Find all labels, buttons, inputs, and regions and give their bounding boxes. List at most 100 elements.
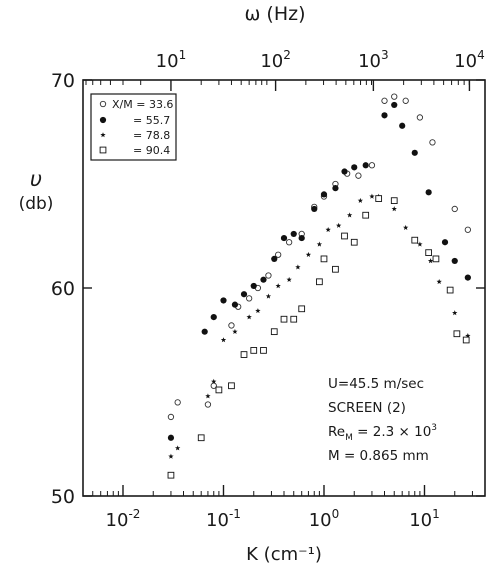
- data-point: [368, 162, 376, 169]
- series-3: [168, 193, 471, 459]
- data-point: [211, 378, 217, 384]
- data-point: [432, 255, 440, 263]
- data-point: [220, 297, 227, 304]
- ticks-layer: 50 60 70 10-2 10-1 100 101 101 102 103 104: [51, 48, 486, 531]
- top-tick-label: 102: [260, 48, 291, 72]
- data-point: [391, 93, 398, 100]
- data-point: [446, 286, 454, 294]
- data-point: [290, 230, 297, 238]
- data-point: [240, 351, 248, 358]
- data-point: [451, 205, 458, 213]
- data-point: [215, 386, 223, 394]
- data-point: [336, 222, 342, 228]
- data-point: [260, 276, 267, 283]
- annotation-mesh: M = 0.865 mm: [328, 448, 429, 464]
- data-point: [381, 112, 388, 119]
- data-point: [403, 224, 409, 230]
- legend-marker-3: [100, 132, 106, 138]
- data-point: [357, 197, 364, 203]
- data-point: [167, 434, 175, 441]
- x-axis-label: K (cm⁻¹): [246, 544, 322, 565]
- x-tick-label: 100: [309, 507, 340, 531]
- data-point: [316, 278, 323, 286]
- legend: X/M = 33.6 = 55.7 = 78.8 = 90.4: [90, 93, 177, 161]
- data-point: [391, 101, 398, 109]
- legend-entry-4: = 90.4: [133, 144, 170, 157]
- data-point: [451, 257, 458, 265]
- data-point: [427, 258, 434, 264]
- data-point: [362, 162, 369, 169]
- data-point: [316, 241, 323, 247]
- annotation-reynolds: ReM = 2.3 × 103: [328, 423, 437, 443]
- data-point: [204, 401, 212, 408]
- data-point: [429, 139, 436, 146]
- data-point: [228, 382, 235, 390]
- data-point: [228, 322, 235, 329]
- series-2: [167, 101, 471, 441]
- data-point: [286, 276, 292, 282]
- data-point: [250, 282, 257, 290]
- y-axis-label-symbol: υ: [30, 167, 42, 191]
- data-point: [265, 272, 272, 279]
- data-point: [271, 255, 278, 262]
- data-point: [346, 212, 353, 218]
- legend-entry-3: = 78.8: [133, 129, 170, 142]
- legend-entry-1: X/M = 33.6: [112, 98, 173, 111]
- data-point: [245, 295, 253, 302]
- data-point: [332, 185, 339, 192]
- data-point: [464, 274, 471, 281]
- series-1: [167, 93, 471, 421]
- data-point: [355, 172, 362, 179]
- data-point: [390, 197, 398, 204]
- data-point: [320, 191, 328, 198]
- legend-markers: [99, 100, 107, 154]
- data-point: [425, 189, 432, 196]
- data-point: [298, 234, 305, 242]
- data-point: [381, 97, 388, 104]
- legend-marker-4: [99, 146, 107, 154]
- data-point: [465, 333, 471, 339]
- data-point: [210, 382, 217, 389]
- data-point: [260, 347, 267, 354]
- data-point: [464, 226, 471, 233]
- data-point: [332, 265, 339, 273]
- data-point: [311, 205, 318, 213]
- data-point: [167, 471, 175, 479]
- data-point: [369, 193, 375, 199]
- data-point: [167, 413, 175, 421]
- x-tick-label: 101: [409, 507, 440, 531]
- data-point: [290, 315, 298, 323]
- top-axis-label: ω (Hz): [244, 3, 305, 25]
- top-tick-label: 104: [454, 48, 485, 72]
- data-point: [325, 226, 331, 233]
- data-point: [280, 315, 288, 323]
- data-point: [305, 251, 312, 257]
- data-point: [351, 164, 358, 171]
- data-point: [270, 328, 278, 336]
- x-tick-label: 10-2: [106, 507, 141, 531]
- data-point: [250, 347, 258, 354]
- y-tick-label: 50: [51, 486, 75, 508]
- data-point: [402, 97, 409, 104]
- data-point: [275, 251, 282, 258]
- data-point: [275, 283, 281, 289]
- data-point: [232, 328, 238, 334]
- data-point: [399, 122, 406, 129]
- x-tick-label: 10-1: [206, 507, 241, 531]
- data-point: [298, 305, 306, 313]
- legend-marker-2: [99, 116, 107, 124]
- data-point: [375, 195, 383, 202]
- data-point: [201, 328, 208, 335]
- annotation-block: U=45.5 m/sec SCREEN (2) ReM = 2.3 × 103 …: [328, 376, 437, 464]
- data-point: [452, 310, 458, 316]
- data-point: [341, 168, 348, 175]
- data-point: [246, 314, 252, 320]
- data-point: [453, 330, 461, 338]
- data-point: [411, 236, 419, 244]
- data-point: [362, 211, 370, 219]
- data-point: [205, 393, 211, 399]
- data-point: [425, 249, 433, 256]
- data-point: [220, 337, 227, 343]
- y-tick-label: 60: [51, 278, 75, 300]
